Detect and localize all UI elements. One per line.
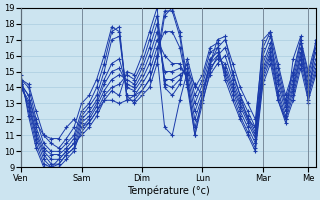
X-axis label: Température (°c): Température (°c)	[127, 185, 210, 196]
